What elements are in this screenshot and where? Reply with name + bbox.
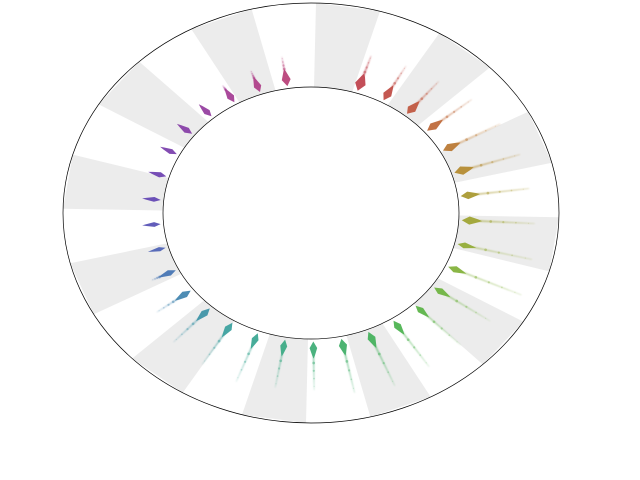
density-mark bbox=[198, 104, 212, 117]
density-mark bbox=[147, 247, 166, 252]
grid-band bbox=[346, 323, 431, 417]
density-mark bbox=[222, 85, 235, 103]
density-mark bbox=[415, 305, 461, 346]
density-mark bbox=[434, 287, 491, 322]
grid-band bbox=[314, 3, 380, 92]
density-mark bbox=[236, 333, 259, 382]
density-mark bbox=[156, 290, 191, 313]
density-mark bbox=[383, 65, 407, 101]
density-mark bbox=[142, 197, 161, 202]
density-marks bbox=[142, 55, 535, 393]
density-mark bbox=[250, 70, 262, 92]
grid-band bbox=[440, 111, 552, 183]
density-mark bbox=[367, 331, 395, 386]
grid-bands bbox=[63, 3, 559, 423]
grid-band bbox=[63, 154, 169, 211]
density-mark bbox=[309, 341, 318, 391]
density-mark bbox=[393, 320, 430, 367]
density-mark bbox=[281, 56, 291, 87]
grid-band bbox=[132, 300, 235, 393]
density-mark bbox=[454, 154, 521, 175]
grid-band bbox=[70, 243, 182, 315]
density-mark bbox=[461, 216, 535, 225]
density-mark bbox=[443, 123, 501, 152]
outer-ring bbox=[62, 2, 560, 424]
density-mark bbox=[448, 266, 522, 296]
density-mark bbox=[142, 222, 161, 227]
density-mark bbox=[338, 338, 355, 393]
density-mark bbox=[176, 123, 193, 134]
grid-band bbox=[453, 215, 559, 272]
density-mark bbox=[151, 270, 176, 281]
density-mark bbox=[160, 146, 177, 155]
grid-band bbox=[387, 33, 490, 126]
density-mark bbox=[275, 339, 288, 388]
grid-band bbox=[191, 9, 276, 103]
density-mark bbox=[148, 171, 167, 178]
density-mark bbox=[355, 55, 372, 91]
density-mark bbox=[202, 322, 233, 365]
grid-band bbox=[413, 278, 524, 365]
density-mark bbox=[427, 99, 472, 131]
density-mark bbox=[457, 242, 532, 260]
density-mark bbox=[460, 188, 530, 200]
density-mark bbox=[173, 308, 210, 343]
grid-band bbox=[98, 61, 209, 148]
grid-band bbox=[242, 334, 308, 423]
inner-ring bbox=[162, 86, 460, 340]
density-mark bbox=[407, 81, 439, 114]
